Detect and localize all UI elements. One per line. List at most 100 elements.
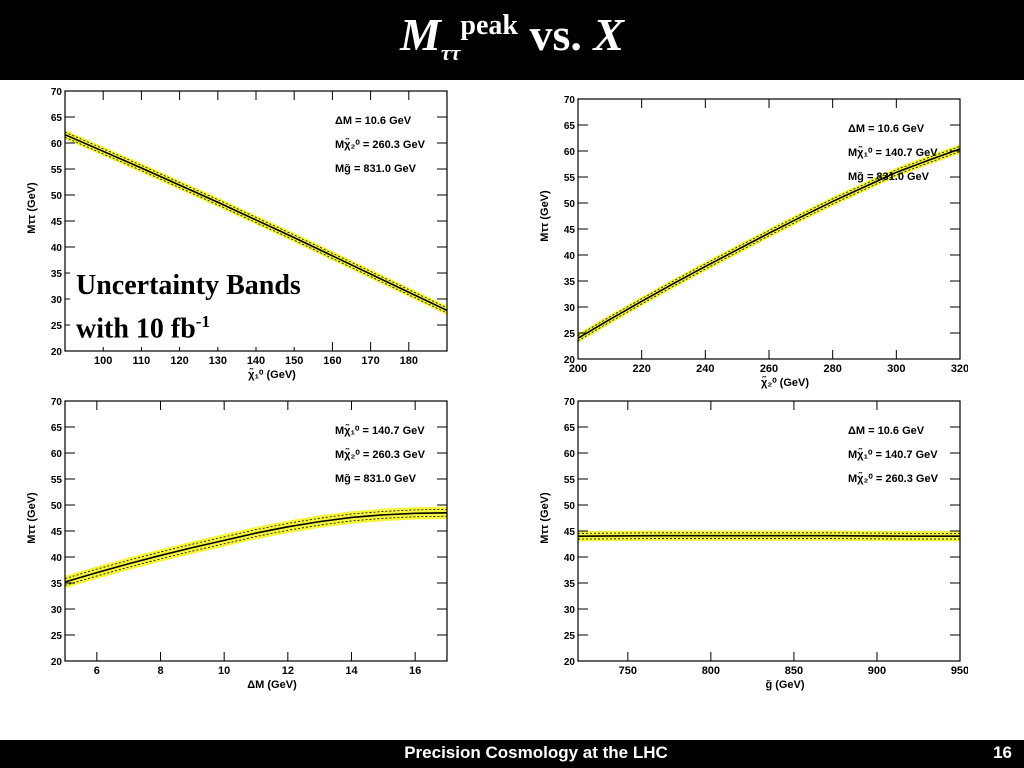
title-bar [0,0,1024,80]
legend-entry: Mχ̃₂⁰ = 260.3 GeV [335,448,426,461]
x-tick-label: 12 [282,665,294,677]
y-tick-label: 35 [564,277,576,288]
legend-entry: Mχ̃₂⁰ = 260.3 GeV [848,472,939,485]
y-tick-label: 55 [564,173,576,184]
x-axis-label: χ̃₁⁰ (GeV) [248,368,296,381]
y-tick-label: 60 [51,449,63,460]
footer-bar [0,740,1024,768]
x-tick-label: 6 [94,665,100,677]
title-x: X [593,9,625,60]
x-tick-label: 950 [951,665,968,677]
x-tick-label: 300 [887,363,905,375]
legend-entry: Mχ̃₂⁰ = 260.3 GeV [335,138,426,151]
y-tick-label: 50 [51,501,63,512]
y-tick-label: 40 [51,243,63,254]
title-subscript: ττ [440,40,461,65]
central-curve [64,512,448,583]
x-tick-label: 120 [170,355,188,367]
y-tick-label: 30 [564,303,576,314]
y-axis-label: Mττ (GeV) [539,190,551,242]
y-tick-label: 70 [564,95,576,106]
chart-mtautau-vs-deltam: 20 25 30 35 40 45 50 55 60 65 70 6 8 10 12 14 16 ΔM (GeV)… [26,397,448,691]
chart-mtautau-vs-gluino: 20 25 30 35 40 45 50 55 60 65 70 750 800 850 900 950 g̃ … [539,397,968,691]
x-tick-label: 260 [760,363,778,375]
y-tick-label: 70 [51,87,63,98]
y-tick-label: 25 [51,321,63,332]
y-tick-label: 20 [51,657,63,668]
y-tick-label: 30 [564,605,576,616]
y-axis-label: Mττ (GeV) [26,182,38,234]
x-tick-label: 750 [619,665,637,677]
y-tick-label: 30 [51,605,63,616]
x-tick-label: 150 [285,355,303,367]
title-superscript: peak [460,10,518,41]
x-tick-label: 170 [361,355,379,367]
y-tick-label: 55 [564,475,576,486]
y-tick-label: 60 [51,139,63,150]
footer-text: Precision Cosmology at the LHC [404,743,668,762]
x-tick-label: 800 [702,665,720,677]
band-upper-edge [64,508,448,579]
y-tick-label: 45 [564,527,576,538]
uncertainty-band [65,506,447,589]
x-tick-label: 16 [409,665,421,677]
y-tick-label: 50 [564,501,576,512]
y-tick-label: 70 [51,397,63,408]
chart-mtautau-vs-chi2: 20 25 30 35 40 45 50 55 60 65 70 200 220 240 260 280 300… [539,95,968,389]
central-curve [64,133,448,312]
y-tick-label: 65 [51,423,63,434]
y-tick-label: 50 [564,199,576,210]
x-axis-label: χ̃₂⁰ (GeV) [761,376,809,389]
band-lower-edge [64,136,448,314]
legend-entry: ΔM = 10.6 GeV [335,115,412,127]
legend-entry: Mχ̃₁⁰ = 140.7 GeV [848,448,938,461]
y-tick-label: 25 [564,631,576,642]
y-tick-label: 20 [564,657,576,668]
y-tick-label: 30 [51,295,63,306]
x-tick-label: 100 [94,355,112,367]
band-upper-edge [577,532,960,534]
y-tick-label: 35 [564,579,576,590]
y-axis-label: Mττ (GeV) [26,492,38,544]
y-tick-label: 45 [564,225,576,236]
central-curve [577,148,961,339]
annotation-superscript: -1 [195,312,210,331]
y-tick-label: 20 [51,347,63,358]
title-main: M [399,9,441,60]
annotation-line-1: Uncertainty Bands [76,270,301,301]
y-tick-label: 50 [51,191,63,202]
page-number: 16 [993,743,1012,762]
band-upper-edge [577,145,961,336]
title-rest: vs. [517,9,594,60]
band-lower-edge [577,538,960,540]
legend-entry: Mχ̃₁⁰ = 140.7 GeV [335,424,425,437]
x-tick-label: 180 [400,355,418,367]
y-tick-label: 65 [51,113,63,124]
x-tick-label: 130 [209,355,227,367]
legend-entry: ΔM = 10.6 GeV [848,123,925,135]
legend-entry: Mχ̃₁⁰ = 140.7 GeV [848,146,938,159]
y-tick-label: 65 [564,121,576,132]
x-tick-label: 220 [632,363,650,375]
y-tick-label: 25 [51,631,63,642]
y-tick-label: 20 [564,355,576,366]
y-tick-label: 40 [564,251,576,262]
y-tick-label: 55 [51,475,63,486]
y-tick-label: 40 [51,553,63,564]
uncertainty-annotation: Uncertainty Bands with 10 fb-1 [70,268,307,348]
y-tick-label: 70 [564,397,576,408]
x-tick-label: 110 [133,355,151,367]
legend-entry: Mg̃ = 831.0 GeV [335,163,417,175]
uncertainty-band [578,144,960,343]
annotation-line-2: with 10 fb [76,313,196,345]
x-tick-label: 14 [345,665,358,677]
y-tick-label: 60 [564,449,576,460]
x-tick-label: 200 [569,363,587,375]
central-curve [577,534,960,537]
band-upper-edge [64,131,448,309]
legend-entry: Mg̃ = 831.0 GeV [335,473,417,485]
x-axis-label: ΔM (GeV) [247,679,297,691]
x-tick-label: 320 [951,363,968,375]
slide-title: Mττpeak vs. X [0,8,1024,65]
band-lower-edge [577,151,961,342]
